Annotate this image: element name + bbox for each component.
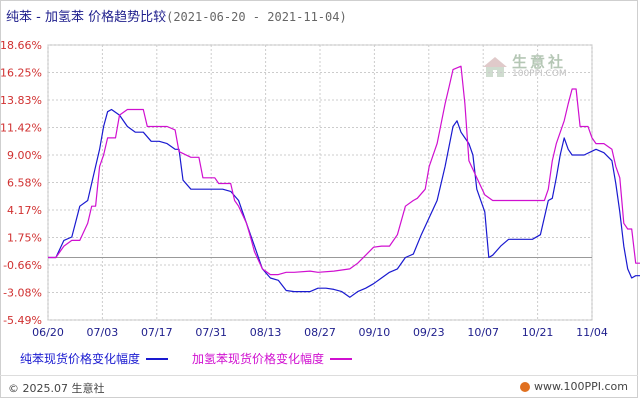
house-icon (483, 57, 507, 77)
y-tick-label: 4.17% (7, 204, 42, 217)
watermark-url: 100PPI.COM (512, 69, 567, 79)
x-tick-label: 09/23 (413, 326, 445, 339)
y-tick-label: -3.08% (3, 287, 42, 300)
copyright-text: © 2025.07 生意社 (8, 382, 105, 395)
legend-item-benzene: 纯苯现货价格变化幅度 (20, 350, 169, 367)
chart-title: 纯苯 - 加氢苯 价格趋势比较(2021-06-20 - 2021-11-04) (6, 6, 347, 25)
chart-date-range: (2021-06-20 - 2021-11-04) (166, 10, 347, 24)
x-tick-label: 10/21 (522, 326, 554, 339)
site-link[interactable]: www.100PPI.com (520, 380, 628, 393)
legend-item-hydro-benzene: 加氢苯现货价格变化幅度 (192, 350, 353, 367)
legend-swatch-hydro-benzene (330, 357, 353, 360)
y-tick-label: 6.58% (7, 177, 42, 190)
x-tick-label: 07/17 (141, 326, 173, 339)
axis-layer: 18.66% 16.25% 13.83% 11.42% 9.00% 6.58% 4.17% 1… (0, 39, 608, 339)
series-layer (48, 65, 640, 298)
line-chart: 18.66% 16.25% 13.83% 11.42% 9.00% 6.58% 4.17% 1… (0, 39, 640, 339)
y-tick-label: 18.66% (0, 39, 42, 52)
footer: © 2025.07 生意社 www.100PPI.com (0, 375, 638, 398)
x-tick-label: 08/13 (250, 326, 282, 339)
y-tick-label: 13.83% (0, 94, 42, 107)
y-tick-label: -0.66% (3, 259, 42, 272)
legend-label-hydro-benzene: 加氢苯现货价格变化幅度 (192, 352, 325, 366)
x-tick-label: 10/07 (467, 326, 499, 339)
x-tick-label: 06/20 (32, 326, 64, 339)
site-url[interactable]: www.100PPI.com (534, 380, 628, 393)
y-tick-label: 1.75% (7, 232, 42, 245)
site-logo-icon (520, 381, 531, 392)
legend-label-benzene: 纯苯现货价格变化幅度 (20, 352, 141, 366)
y-tick-label: 11.42% (0, 122, 42, 135)
x-tick-label: 07/03 (87, 326, 119, 339)
chart-title-text: 纯苯 - 加氢苯 价格趋势比较 (6, 10, 167, 25)
series-line-benzene (48, 108, 640, 298)
x-tick-label: 11/04 (576, 326, 608, 339)
y-tick-label: -5.49% (3, 314, 42, 327)
x-tick-label: 09/10 (359, 326, 391, 339)
legend: 纯苯现货价格变化幅度 加氢苯现货价格变化幅度 (20, 350, 376, 367)
y-tick-label: 16.25% (0, 67, 42, 80)
x-tick-label: 07/31 (195, 326, 227, 339)
y-tick-label: 9.00% (7, 149, 42, 162)
grid-layer (47, 44, 593, 321)
series-line-hydro-benzene (48, 65, 640, 276)
legend-swatch-benzene (146, 357, 169, 360)
x-tick-label: 08/27 (304, 326, 336, 339)
